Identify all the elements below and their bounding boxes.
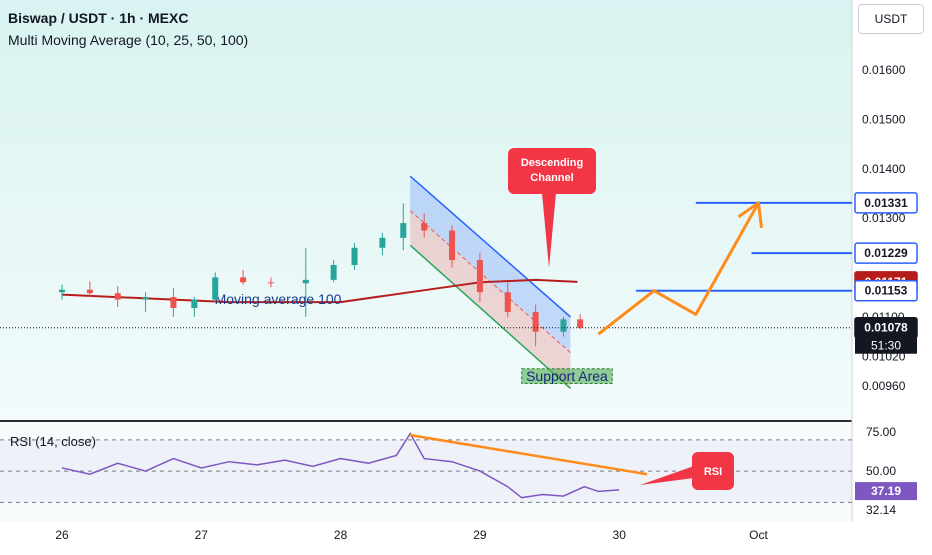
- price-tick-label: 0.01600: [862, 63, 906, 77]
- x-tick-label: 29: [473, 528, 487, 542]
- ma100-line: [61, 278, 578, 304]
- projection-path: [597, 202, 760, 336]
- channel-callout-line1: Descending: [521, 157, 583, 169]
- currency-button[interactable]: USDT: [858, 4, 924, 34]
- candle-body: [114, 293, 121, 300]
- candle-body: [142, 297, 149, 300]
- rsi-callout-box: [692, 452, 734, 490]
- candle-body: [532, 311, 539, 332]
- candle-body: [267, 282, 274, 284]
- candle-body: [191, 299, 198, 308]
- channel-callout-line2: Channel: [530, 172, 573, 184]
- price-tick-label: 0.01500: [862, 112, 906, 126]
- rsi-tick-label: 32.14: [866, 503, 896, 517]
- candle-body: [212, 277, 219, 300]
- x-tick-label: 30: [613, 528, 627, 542]
- price-label-box: [854, 242, 918, 264]
- candle-body: [59, 289, 65, 293]
- support-area-label: Support Area: [526, 368, 608, 384]
- x-tick-label: 27: [195, 528, 209, 542]
- price-label-text: 0.01153: [865, 284, 908, 298]
- rsi-current-box: [855, 482, 917, 501]
- main-pane-background: [0, 0, 852, 420]
- rsi-current-text: 37.19: [871, 484, 901, 498]
- support-area-box: [521, 368, 613, 385]
- candle-body: [560, 319, 567, 332]
- rsi-divergence-line: [410, 433, 648, 476]
- price-label-box: [854, 279, 918, 302]
- x-tick-label: 26: [55, 528, 69, 542]
- ma100-label: Moving average 100: [215, 291, 342, 307]
- indicator-label: Multi Moving Average (10, 25, 50, 100): [8, 32, 249, 48]
- rsi-title: RSI (14, close): [10, 434, 96, 449]
- candle-body: [577, 319, 584, 328]
- candle-body: [351, 247, 358, 266]
- candle-body: [240, 277, 247, 283]
- rsi-line: [61, 432, 620, 499]
- price-label-text: 0.01078: [864, 321, 908, 335]
- channel-lower-line: [409, 244, 571, 390]
- candle-body: [449, 230, 456, 261]
- rsi-tick-label: 50.00: [866, 464, 896, 478]
- price-tick-label: 0.01400: [862, 162, 906, 176]
- candle-body: [330, 265, 337, 280]
- price-label-text: 0.01331: [864, 196, 908, 210]
- rsi-callout-pointer: [640, 466, 694, 485]
- x-tick-label: 28: [334, 528, 348, 542]
- candle-body: [504, 292, 511, 312]
- candle-body: [379, 237, 386, 248]
- channel-upper-line: [409, 175, 571, 318]
- candle-body: [421, 223, 428, 231]
- channel-callout-box: [508, 148, 596, 194]
- rsi-callout-text: RSI: [704, 466, 722, 478]
- price-label-text: 0.01229: [864, 246, 908, 260]
- price-tick-label: 0.01300: [862, 211, 906, 225]
- price-label-box: [854, 192, 918, 214]
- channel-upper-fill: [410, 176, 571, 353]
- candle-body: [86, 289, 93, 294]
- candle-body: [400, 223, 407, 238]
- candle-body: [170, 297, 177, 308]
- price-tick-label: 0.00960: [862, 379, 906, 393]
- countdown-box: [855, 337, 917, 354]
- time-axis-background: [0, 522, 852, 550]
- channel-callout-pointer: [542, 193, 556, 268]
- projection-arrowhead: [737, 201, 763, 228]
- chart-title: Biswap / USDT · 1h · MEXC: [8, 10, 189, 26]
- countdown-text: 51:30: [871, 339, 901, 353]
- x-tick-label: Oct: [749, 528, 768, 542]
- candle-body: [302, 279, 309, 284]
- rsi-tick-label: 75.00: [866, 425, 896, 439]
- candle-body: [476, 260, 483, 293]
